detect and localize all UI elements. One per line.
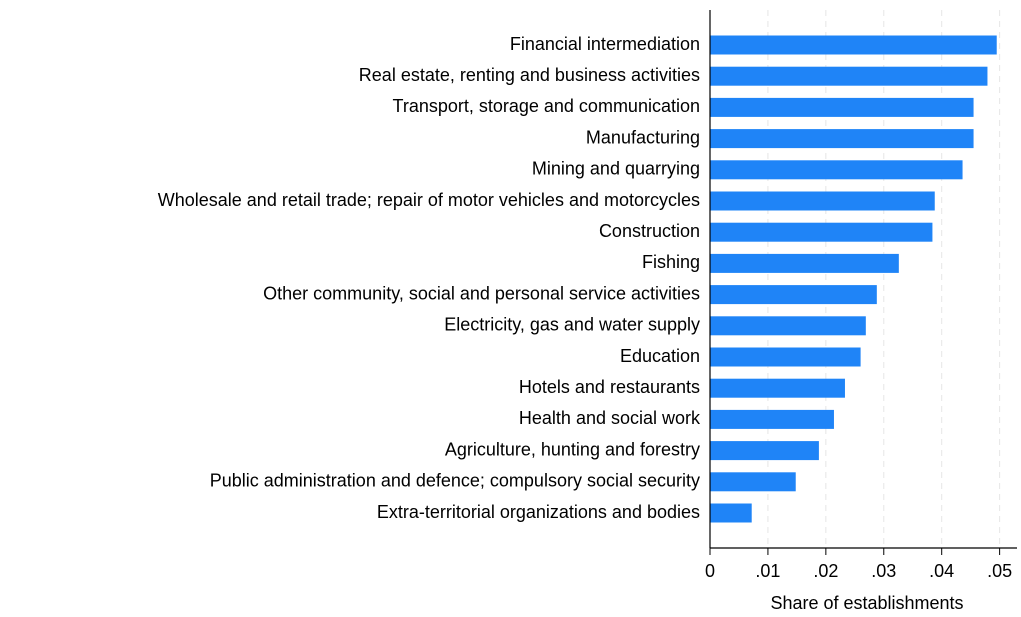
- y-tick-label: Manufacturing: [586, 127, 700, 147]
- y-tick-label: Electricity, gas and water supply: [444, 315, 700, 335]
- y-tick-label: Hotels and restaurants: [519, 377, 700, 397]
- bar: [710, 347, 861, 367]
- bar: [710, 503, 752, 523]
- bar: [710, 472, 796, 492]
- y-tick-label: Wholesale and retail trade; repair of mo…: [158, 190, 700, 210]
- y-tick-label: Construction: [599, 221, 700, 241]
- bar: [710, 160, 963, 180]
- x-tick-label: .04: [929, 561, 954, 581]
- bar: [710, 66, 988, 86]
- y-tick-label: Financial intermediation: [510, 34, 700, 54]
- y-tick-label: Real estate, renting and business activi…: [359, 65, 700, 85]
- y-tick-label: Health and social work: [519, 408, 701, 428]
- x-axis-label: Share of establishments: [770, 593, 963, 613]
- bar: [710, 409, 834, 429]
- x-tick-label: .01: [755, 561, 780, 581]
- x-tick-label: .02: [813, 561, 838, 581]
- x-tick-label: .05: [987, 561, 1012, 581]
- bar: [710, 35, 997, 55]
- x-tick-label: 0: [705, 561, 715, 581]
- bar: [710, 253, 899, 273]
- bar: [710, 191, 935, 211]
- y-tick-label: Other community, social and personal ser…: [263, 283, 700, 303]
- bar: [710, 129, 974, 149]
- bar: [710, 285, 877, 305]
- y-tick-label: Mining and quarrying: [532, 159, 700, 179]
- x-tick-label: .03: [871, 561, 896, 581]
- y-tick-label: Transport, storage and communication: [393, 96, 701, 116]
- y-tick-label: Education: [620, 346, 700, 366]
- bar: [710, 441, 819, 461]
- bar: [710, 378, 845, 398]
- y-tick-label: Agriculture, hunting and forestry: [445, 439, 700, 459]
- y-tick-label: Extra-territorial organizations and bodi…: [377, 502, 700, 522]
- y-tick-label: Public administration and defence; compu…: [210, 471, 700, 491]
- bar: [710, 222, 933, 242]
- bar: [710, 97, 974, 117]
- bar: [710, 316, 866, 336]
- y-tick-label: Fishing: [642, 252, 700, 272]
